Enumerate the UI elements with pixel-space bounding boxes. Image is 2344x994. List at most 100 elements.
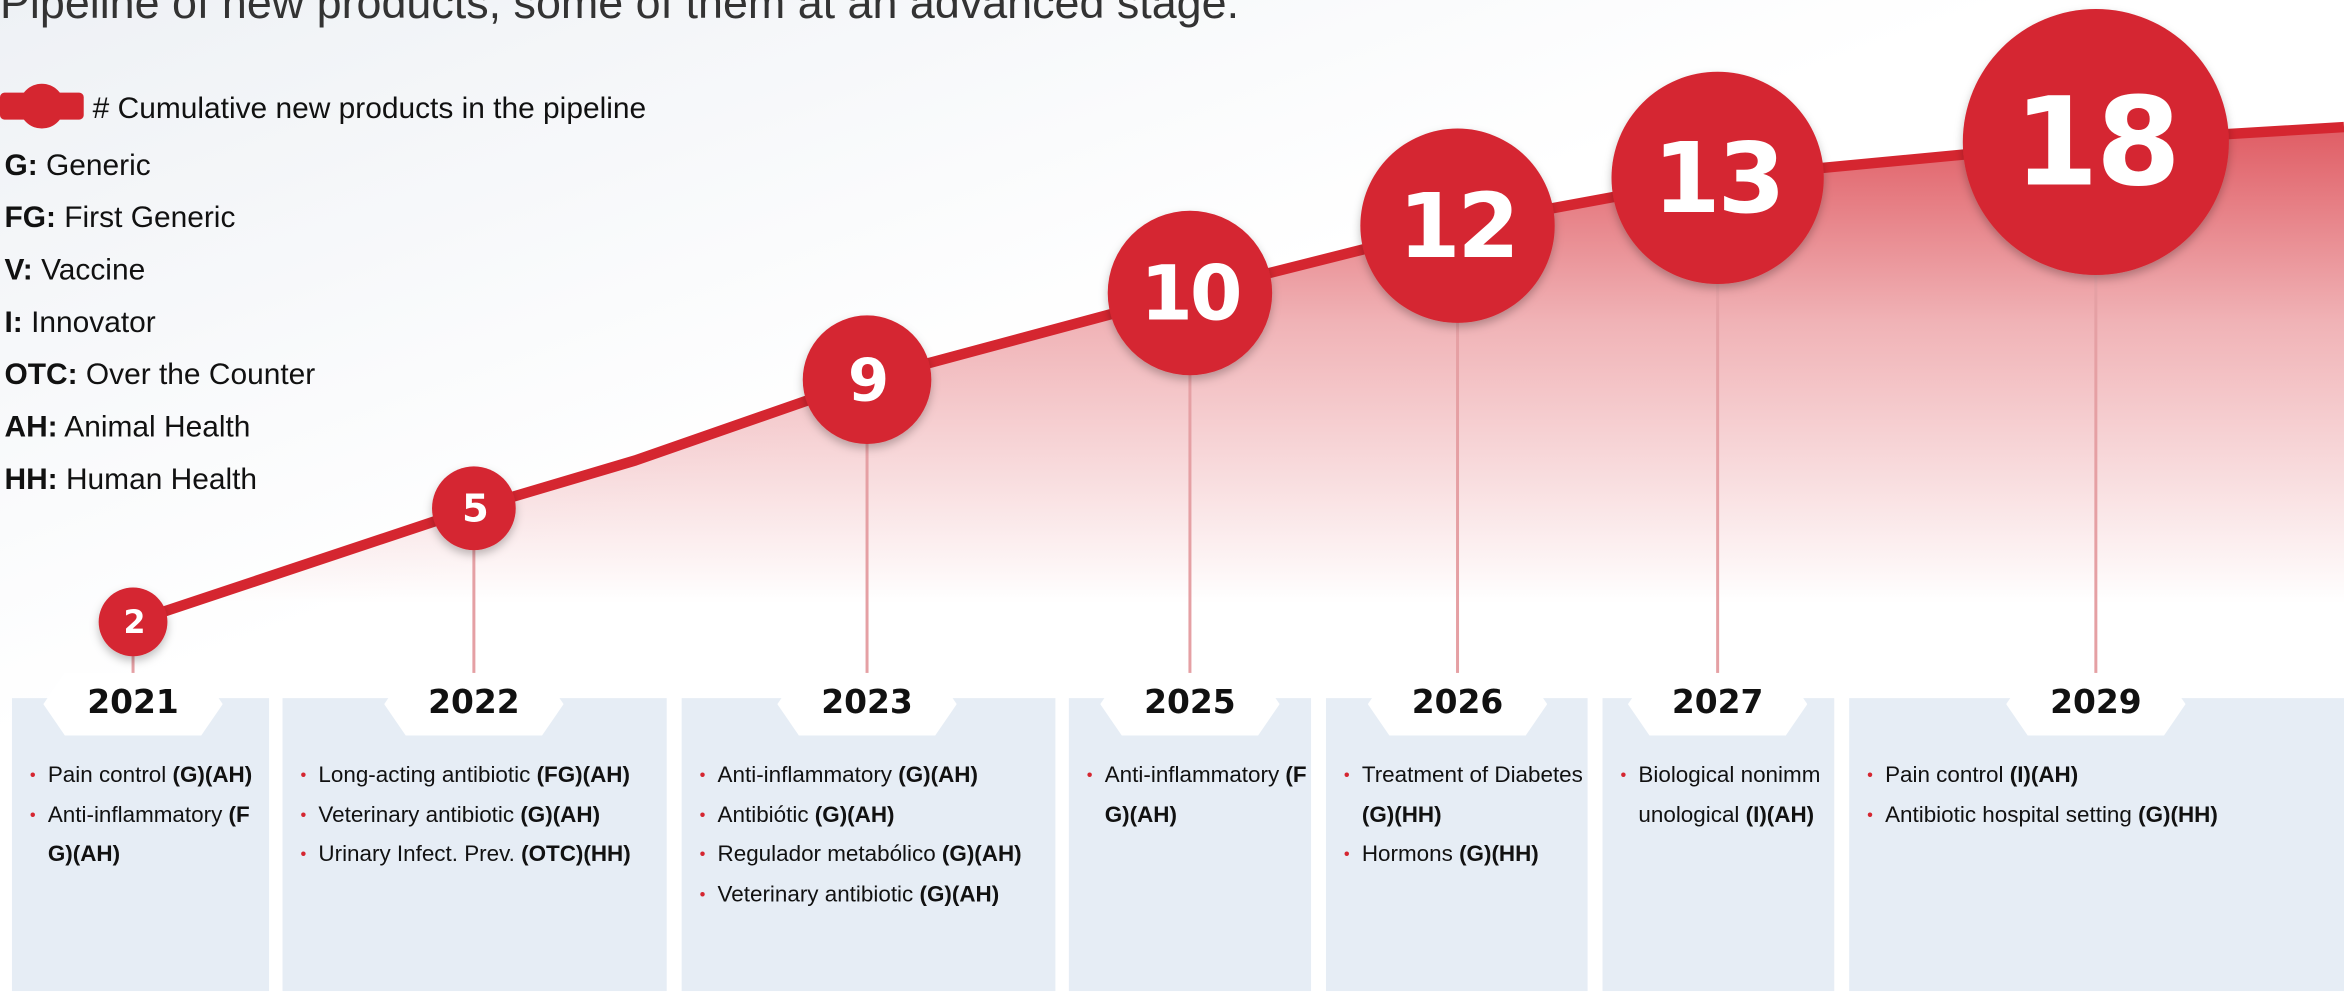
item-list: Anti-inflammatory (FG)(AH) xyxy=(1087,756,1308,835)
item-text: Biological nonimmunological xyxy=(1638,762,1821,828)
item-tag: (FG)(AH) xyxy=(47,802,250,868)
item: Veterinary antibiotic (G)(AH) xyxy=(700,875,1053,915)
item-list: Pain control (G)(AH) Anti-inflammatory (F… xyxy=(30,756,266,875)
item-tag: (G)(AH) xyxy=(520,802,601,828)
item-text: Antibiótic xyxy=(717,802,815,828)
milestone-dot xyxy=(432,466,516,551)
abbr-name: Over the Counter xyxy=(85,358,316,392)
abbr-key: AH: xyxy=(4,411,58,444)
item-tag: (OTC)(HH) xyxy=(521,841,631,868)
item: Antibiotic hospital setting (G)(HH) xyxy=(1867,796,2341,836)
abbr-name: Innovator xyxy=(31,306,156,340)
abbr-key: I: xyxy=(4,306,23,340)
item: Treatment of Diabetes (G)(HH) xyxy=(1344,756,1585,835)
item-text: Anti-inflammatory xyxy=(47,802,229,828)
item: Antibiótic (G)(AH) xyxy=(700,796,1053,836)
abbr-key: G: xyxy=(4,149,38,183)
milestone-count: 5 xyxy=(462,487,487,532)
column xyxy=(1068,698,1312,992)
item: Long-acting antibiotic (FG)(AH) xyxy=(300,756,663,796)
item-tag: (G)(AH) xyxy=(898,762,978,788)
year-tab: 2022 xyxy=(384,672,564,736)
milestone-dot xyxy=(1611,71,1824,285)
item-text: Anti-inflammatory xyxy=(1104,762,1286,788)
milestone-dot xyxy=(1962,8,2229,276)
item-tag: (G)(AH) xyxy=(919,881,1000,907)
title: Pipeline of new products, some of them a… xyxy=(0,0,1240,29)
item-list: Long-acting antibiotic (FG)(AH)Veterinar… xyxy=(300,756,663,875)
abbreviation: I: Innovator xyxy=(4,306,155,340)
item-tag: (FG)(AH) xyxy=(1104,762,1307,828)
item-tag: (I)(AH) xyxy=(2009,762,2079,788)
year-tab: 2025 xyxy=(1100,672,1280,736)
abbr-key: HH: xyxy=(4,463,58,497)
legend-dot xyxy=(19,83,65,129)
year-tab: 2029 xyxy=(2006,672,2186,736)
milestone-count: 18 xyxy=(2014,71,2178,214)
item-text: Anti-inflammatory xyxy=(717,762,899,788)
item-text: Urinary Infect. Prev. xyxy=(318,841,522,868)
item-tag: (FG)(AH) xyxy=(536,762,630,788)
milestone-count: 10 xyxy=(1140,249,1239,337)
item-tag: (G)(HH) xyxy=(1459,841,1539,868)
item: Biological nonimmunological (I)(AH) xyxy=(1620,756,1831,835)
milestone-dot xyxy=(1107,210,1273,376)
abbr-name: Animal Health xyxy=(64,411,251,444)
abbr-key: V: xyxy=(4,254,33,288)
abbreviation: FG: First Generic xyxy=(4,202,235,236)
item-text: Long-acting antibiotic xyxy=(318,762,537,788)
year-tab: 2027 xyxy=(1627,672,1808,736)
item-tag: (G)(HH) xyxy=(1361,802,1442,828)
item-text: Veterinary antibiotic xyxy=(318,802,521,828)
item-tag: (I)(AH) xyxy=(1745,802,1815,828)
legend-label: # Cumulative new products in the pipelin… xyxy=(92,92,647,126)
item-text: Hormons xyxy=(1361,841,1460,868)
column xyxy=(1849,698,2344,992)
abbr-name: Generic xyxy=(46,149,151,183)
item-text: Regulador metabólico xyxy=(717,841,942,868)
item-tag: (G)(AH) xyxy=(941,841,1022,868)
year-tab: 2023 xyxy=(777,672,957,736)
milestone-dot xyxy=(98,587,168,657)
milestone-count: 12 xyxy=(1398,175,1516,279)
year-tab: 2021 xyxy=(43,672,223,736)
item-text: Veterinary antibiotic xyxy=(717,881,920,907)
year-tab: 2026 xyxy=(1367,672,1548,736)
column xyxy=(1602,698,1835,992)
abbreviation: OTC: Over the Counter xyxy=(4,359,315,393)
milestone-dot xyxy=(802,315,932,444)
item-text: Treatment of Diabetes xyxy=(1361,762,1583,788)
abbreviation: G: Generic xyxy=(4,149,150,183)
item: Regulador metabólico (G)(AH) xyxy=(700,836,1053,876)
item: Anti-inflammatory (G)(AH) xyxy=(700,756,1053,796)
item-list: Treatment of Diabetes (G)(HH)Hormons (G)… xyxy=(1344,756,1585,875)
item: Urinary Infect. Prev. (OTC)(HH) xyxy=(300,836,663,876)
abbreviation: V: Vaccine xyxy=(4,254,145,288)
item-text: Pain control xyxy=(47,762,173,788)
abbr-name: Vaccine xyxy=(41,254,146,288)
abbr-name: Human Health xyxy=(65,463,258,497)
item: Anti-inflammatory (FG)(AH) xyxy=(30,796,266,875)
item-list: Pain control (I)(AH)Antibiotic hospital … xyxy=(1867,756,2341,835)
item-tag: (G)(AH) xyxy=(172,762,253,788)
abbr-key: FG: xyxy=(4,201,56,235)
item-text: Antibiotic hospital setting xyxy=(1885,802,2139,828)
item-list: Biological nonimmunological (I)(AH) xyxy=(1620,756,1831,835)
abbr-key: OTC: xyxy=(4,358,78,392)
milestone-count: 9 xyxy=(848,345,886,414)
item-text: Pain control xyxy=(1885,762,2010,788)
item: Hormons (G)(HH) xyxy=(1344,836,1585,876)
item-tag: (G)(AH) xyxy=(814,802,895,828)
milestone-count: 13 xyxy=(1653,122,1783,236)
item: Veterinary antibiotic (G)(AH) xyxy=(300,796,663,836)
item: Pain control (I)(AH) xyxy=(1867,756,2341,796)
milestone-count: 2 xyxy=(124,605,144,641)
milestone-dot xyxy=(1360,128,1555,323)
abbreviation: AH: Animal Health xyxy=(4,411,250,445)
trend-area xyxy=(133,127,2344,688)
item-list: Anti-inflammatory (G)(AH)Antibiótic (G)(… xyxy=(700,756,1053,914)
item: Anti-inflammatory (FG)(AH) xyxy=(1087,756,1308,835)
